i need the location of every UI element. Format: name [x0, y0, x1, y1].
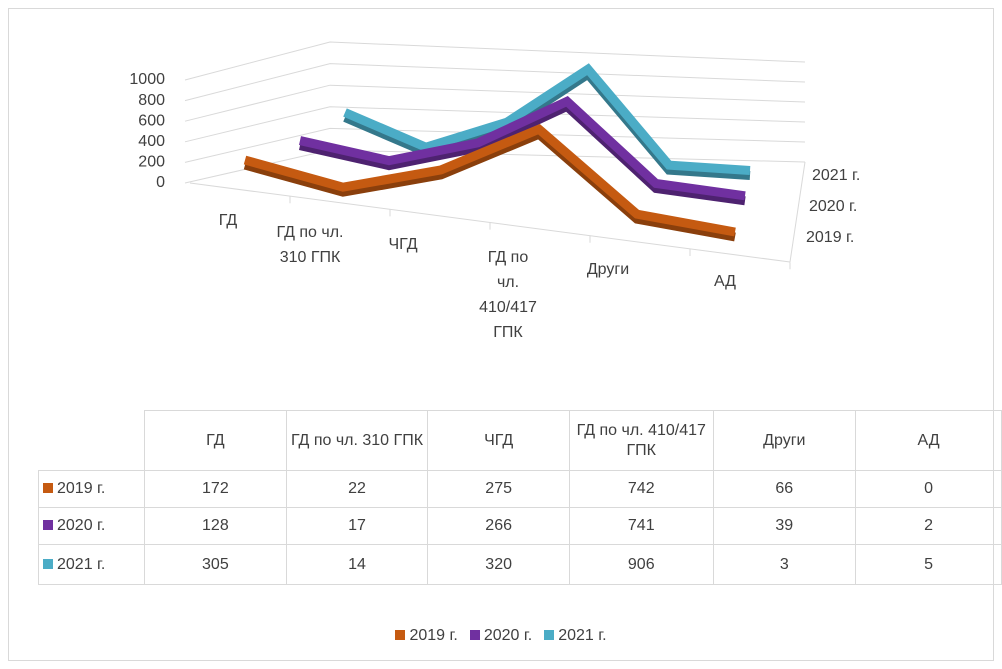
y-tick-label: 0: [156, 174, 165, 191]
table-cell: 906: [568, 544, 714, 585]
column-header: ЧГД: [427, 410, 570, 471]
depth-label: 2020 г.: [809, 198, 857, 215]
column-header: АД: [855, 410, 1002, 471]
blank-cell: [38, 410, 146, 471]
table-cell: 305: [144, 544, 287, 585]
x-tick-label: ЧГД: [388, 236, 418, 253]
table-row: 2019 г. 172 22 275 742 66 0: [37, 470, 1002, 508]
y-tick-label: 800: [138, 92, 165, 109]
legend-label: 2021 г.: [558, 627, 607, 644]
legend-item: 2020 г.: [469, 627, 533, 644]
swatch: [43, 483, 53, 493]
legend-swatch: [469, 630, 480, 640]
table-cell: 39: [712, 507, 857, 545]
table-cell: 0: [855, 470, 1002, 508]
column-header: ГД по чл. 410/417 ГПК: [568, 410, 714, 471]
series-line: [243, 123, 736, 237]
y-tick-label: 600: [138, 112, 165, 129]
table-header-row: ГД ГД по чл. 310 ГПК ЧГД ГД по чл. 410/417 …: [38, 410, 1002, 471]
legend-swatch: [395, 630, 406, 640]
column-header: ГД по чл. 310 ГПК: [285, 410, 429, 471]
table-row: 2020 г. 128 17 266 741 39 2: [37, 507, 1002, 545]
table-row: 2021 г. 305 14 320 906 3 5: [37, 544, 1002, 585]
x-tick-label: ГД по чл. 410/417 ГПК: [479, 249, 537, 341]
table-cell: 17: [285, 507, 429, 545]
row-header: 2019 г.: [37, 470, 146, 508]
table-cell: 66: [712, 470, 857, 508]
table-cell: 2: [855, 507, 1002, 545]
swatch: [43, 520, 53, 530]
table-cell: 22: [285, 470, 429, 508]
legend-label: 2019 г.: [409, 627, 458, 644]
table-cell: 14: [285, 544, 429, 585]
swatch: [43, 558, 53, 569]
legend-item: 2021 г.: [544, 627, 607, 644]
legend-swatch: [544, 630, 555, 640]
table-cell: 172: [144, 470, 287, 508]
x-tick-label: АД: [713, 273, 737, 290]
chart-frame: [8, 8, 994, 661]
grid-line: [184, 41, 806, 81]
legend: 2019 г. 2020 г. 2021 г.: [0, 627, 1002, 645]
column-header: Други: [712, 410, 857, 471]
y-tick-label: 200: [138, 154, 165, 171]
grid-line: [184, 84, 806, 122]
table-cell: 5: [855, 544, 1002, 585]
row-label: 2021 г.: [57, 555, 106, 573]
legend-item: 2019 г.: [395, 627, 458, 644]
table-cell: 320: [427, 544, 570, 585]
table-cell: 3: [712, 544, 857, 585]
row-label: 2019 г.: [57, 480, 106, 497]
y-tick-label: 400: [138, 133, 165, 150]
row-header: 2021 г.: [37, 544, 146, 585]
x-tick-label: ГД: [218, 212, 238, 229]
floor-edge: [189, 182, 791, 263]
table-cell: 741: [568, 507, 714, 545]
table-cell: 275: [427, 470, 570, 508]
series-line: [343, 63, 751, 175]
x-tick-label: Други: [586, 261, 630, 278]
grid-line: [184, 106, 806, 143]
depth-axis: [789, 161, 806, 263]
table-cell: 266: [427, 507, 570, 545]
row-label: 2020 г.: [57, 517, 106, 534]
column-header: ГД: [144, 410, 287, 471]
depth-label: 2019 г.: [806, 229, 854, 246]
row-header: 2020 г.: [37, 507, 146, 545]
series-line: [299, 96, 746, 201]
ribbon-side: [243, 128, 736, 242]
table-cell: 742: [568, 470, 714, 508]
ribbon-side: [299, 101, 746, 206]
y-tick-label: 1000: [129, 71, 165, 88]
table-cell: 128: [144, 507, 287, 545]
x-tick-label: ГД по чл. 310 ГПК: [276, 224, 344, 266]
data-table: ГД ГД по чл. 310 ГПК ЧГД ГД по чл. 410/417 …: [37, 410, 1002, 585]
legend-label: 2020 г.: [483, 627, 533, 644]
grid-line: [184, 63, 806, 102]
depth-label: 2021 г.: [812, 167, 860, 184]
